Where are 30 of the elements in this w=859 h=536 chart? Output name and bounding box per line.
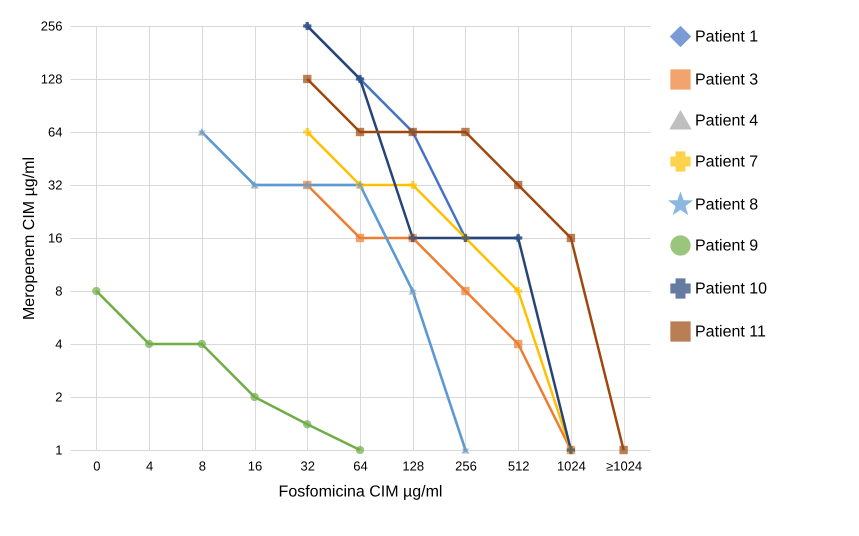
x-tick-label: 0 xyxy=(93,458,100,474)
legend-label: Patient 10 xyxy=(695,280,768,298)
x-tick-label: 512 xyxy=(508,458,530,474)
legend-label: Patient 3 xyxy=(695,72,758,88)
x-tick-label: 4 xyxy=(146,458,154,474)
y-tick-label: 16 xyxy=(48,230,62,246)
y-tick-label: 8 xyxy=(55,284,62,298)
y-tick-label: 256 xyxy=(40,18,62,34)
x-tick-label: 64 xyxy=(353,458,368,474)
y-tick-label: 64 xyxy=(48,124,62,140)
x-tick-label: 16 xyxy=(248,458,262,474)
y-axis-title: Meropenem CIM µg/ml xyxy=(20,156,38,320)
y-tick-label: 32 xyxy=(48,178,62,192)
y-tick-label: 2 xyxy=(55,390,62,404)
x-tick-label: 256 xyxy=(455,458,477,474)
x-axis-title: Fosfomicina CIM µg/ml xyxy=(278,484,442,500)
x-tick-label: 128 xyxy=(402,458,424,474)
legend-label: Patient 4 xyxy=(695,112,758,130)
x-tick-label: 1024 xyxy=(556,458,586,474)
x-tick-label: 8 xyxy=(198,458,206,474)
x-tick-label: ≥1024 xyxy=(606,458,642,474)
y-tick-label: 128 xyxy=(40,72,62,86)
y-tick-label: 4 xyxy=(55,336,62,352)
legend-label: Patient 9 xyxy=(695,238,758,254)
y-tick-label: 1 xyxy=(55,442,62,458)
legend-label: Patient 7 xyxy=(695,154,758,170)
legend-label: Patient 1 xyxy=(695,28,758,46)
x-tick-label: 32 xyxy=(300,458,316,474)
legend-label: Patient 8 xyxy=(695,196,758,214)
legend-label: Patient 11 xyxy=(695,324,766,340)
